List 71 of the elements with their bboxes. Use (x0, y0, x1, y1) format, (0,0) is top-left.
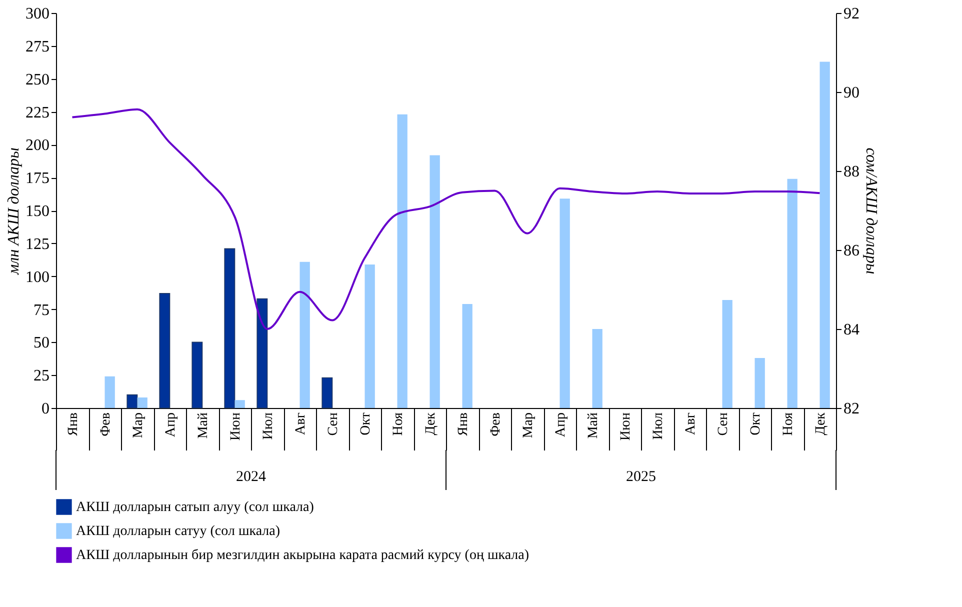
x-tick-label: Дек (423, 412, 438, 436)
x-tick-label: Фев (488, 412, 504, 436)
y-tick-label: 0 (42, 400, 50, 418)
bar (256, 298, 268, 408)
y-tick-label: 100 (26, 268, 50, 286)
x-tick-label: Апр (553, 412, 568, 438)
bar (560, 198, 570, 408)
x-tick-label: Май (586, 412, 601, 439)
bar (159, 293, 170, 408)
y-tick-label: 300 (26, 6, 50, 22)
bar (364, 264, 375, 408)
y2-tick-label: 90 (844, 84, 860, 102)
text: 2025 (626, 469, 656, 485)
x-tick-label: Янв (456, 412, 471, 436)
x-tick-label: Фев (98, 412, 114, 436)
y-tick-label: 275 (26, 38, 50, 56)
y2-tick-label: 88 (844, 164, 860, 180)
x-tick-label: Май (196, 412, 211, 439)
y-tick-label: 75 (34, 302, 50, 319)
bar (592, 329, 602, 408)
bar (137, 397, 148, 408)
x-tick-label: Дек (813, 412, 828, 436)
bar (397, 114, 408, 408)
legend-label: АКШ долларынын бир мезгилдин акырына карата расмий курсу (оң шкала) (76, 548, 530, 563)
y-tick-label: 125 (26, 236, 50, 253)
y2-tick-label: 84 (844, 322, 860, 338)
y-axis-title: млн АКШ доллары (6, 147, 22, 276)
legend-label: АКШ долларын сатуу (сол шкала) (76, 524, 280, 539)
y2-tick-label: 82 (844, 400, 860, 418)
x-tick-label: Авг (293, 412, 308, 435)
y-tick-label: 150 (26, 203, 50, 220)
bar (722, 300, 732, 408)
y-tick-label: 25 (34, 368, 50, 385)
bar (126, 394, 138, 408)
text: 2024 (236, 469, 266, 485)
x-tick-label: Мар (130, 412, 146, 438)
x-tick-label: Июн (618, 412, 634, 441)
y-tick-label: 225 (26, 104, 50, 122)
y-tick-label: 175 (26, 170, 50, 188)
y-tick-label: 200 (26, 137, 50, 154)
bar (192, 342, 203, 408)
x-tick-label: Окт (358, 412, 374, 436)
x-tick-label: Сен (716, 412, 731, 436)
legend-label: АКШ долларын сатып алуу (сол шкала) (76, 500, 314, 515)
y-tick-label: 50 (34, 334, 50, 352)
x-tick-label: Июн (228, 412, 244, 441)
y-tick-label: 250 (26, 71, 50, 88)
bar (104, 376, 115, 408)
bar (462, 304, 472, 408)
x-tick-label: Мар (520, 412, 536, 438)
bar (430, 155, 440, 408)
y2-axis-title: сом/АКШ доллары (862, 148, 880, 274)
bar (820, 62, 830, 408)
x-tick-label: Апр (163, 412, 178, 438)
y2-tick-label: 92 (844, 6, 860, 22)
x-tick-label: Янв (66, 412, 81, 436)
bar (234, 400, 245, 408)
x-tick-label: Июл (260, 412, 276, 440)
bar (224, 248, 236, 408)
x-tick-label: Сен (326, 412, 341, 436)
bar (300, 262, 310, 408)
x-tick-label: Июл (650, 412, 666, 440)
y2-tick-label: 86 (844, 242, 860, 260)
bar (754, 358, 765, 408)
x-tick-label: Окт (748, 412, 764, 436)
x-tick-label: Ноя (780, 412, 796, 436)
x-tick-label: Авг (683, 412, 698, 435)
bar (322, 377, 333, 408)
bar (787, 178, 798, 408)
line-series (71, 108, 821, 330)
x-tick-label: Ноя (390, 412, 406, 436)
